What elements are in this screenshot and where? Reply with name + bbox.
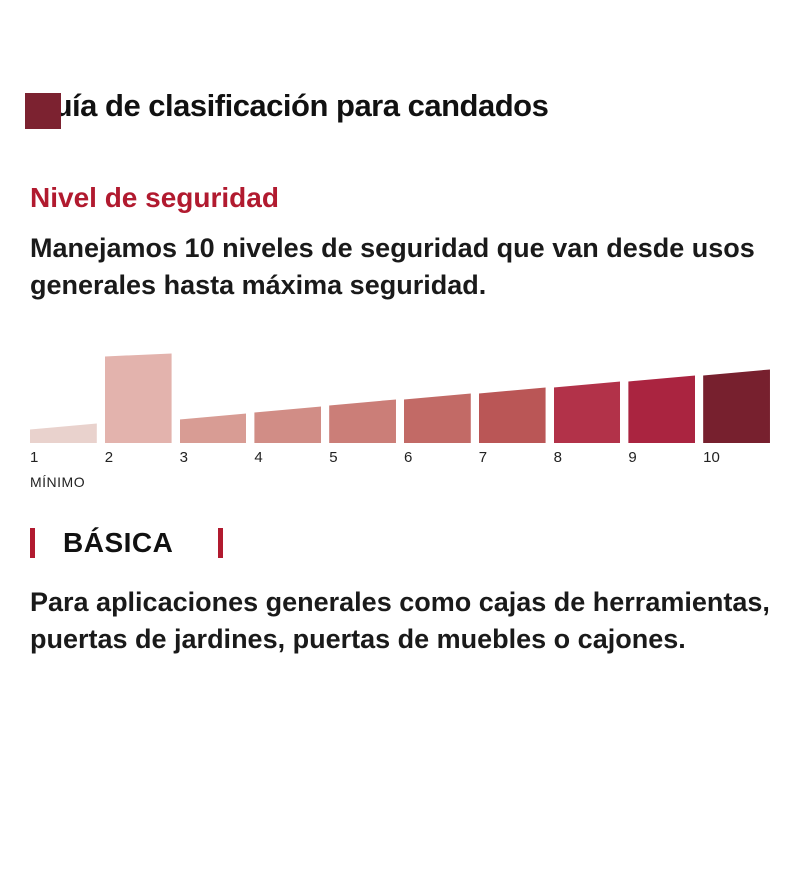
- level-number-label-4: 4: [254, 449, 263, 467]
- level-description: Para aplicaciones generales como cajas d…: [30, 587, 770, 655]
- chart-column-8: 8: [553, 381, 621, 467]
- security-level-bar-3: [179, 413, 247, 444]
- chart-column-3: 3: [179, 413, 247, 467]
- chart-column-4: 4: [254, 406, 322, 467]
- security-level-bar-4: [254, 406, 322, 444]
- chart-column-10: 10: [703, 369, 770, 466]
- minimum-label: MÍNIMO: [30, 474, 86, 491]
- chart-column-2: 2: [104, 353, 172, 467]
- left-tick-mark: [30, 528, 35, 559]
- page-title: Guía de clasificación para candados: [30, 88, 549, 123]
- level-number-label-7: 7: [478, 449, 488, 467]
- security-level-chart: 1 2 3 4 5 6 7 8 9 10: [30, 353, 770, 466]
- security-level-bar-7: [478, 387, 546, 444]
- guide-page: Guía de clasificación para candados Nive…: [0, 88, 800, 888]
- level-number-label-6: 6: [403, 449, 413, 467]
- level-number-label-9: 9: [628, 449, 637, 467]
- security-level-bar-6: [403, 393, 471, 444]
- level-number-label-5: 5: [329, 449, 338, 467]
- level-number-label-10: 10: [703, 449, 720, 467]
- level-number-label-1: 1: [30, 449, 39, 467]
- level-number-label-8: 8: [553, 449, 562, 467]
- security-level-bar-8: [553, 381, 621, 444]
- chart-column-7: 7: [478, 387, 546, 467]
- chart-column-1: 1: [30, 423, 97, 466]
- security-level-bar-10: [703, 369, 770, 444]
- chart-column-6: 6: [403, 393, 471, 467]
- right-tick-mark: [218, 528, 224, 559]
- brand-logo-square: [25, 93, 61, 129]
- chart-column-5: 5: [329, 399, 396, 466]
- level-name: BÁSICA: [63, 527, 174, 559]
- security-level-heading: Nivel de seguridad: [30, 182, 279, 213]
- level-name-row: BÁSICA: [30, 526, 770, 560]
- level-number-label-2: 2: [104, 449, 114, 467]
- security-level-bar-1: [30, 423, 97, 444]
- level-number-label-3: 3: [179, 449, 188, 467]
- security-level-bar-2: [104, 353, 172, 444]
- security-level-bar-9: [628, 375, 696, 444]
- security-level-bar-5: [329, 399, 396, 444]
- security-level-description: Manejamos 10 niveles de seguridad que va…: [30, 233, 755, 300]
- chart-column-9: 9: [628, 375, 696, 467]
